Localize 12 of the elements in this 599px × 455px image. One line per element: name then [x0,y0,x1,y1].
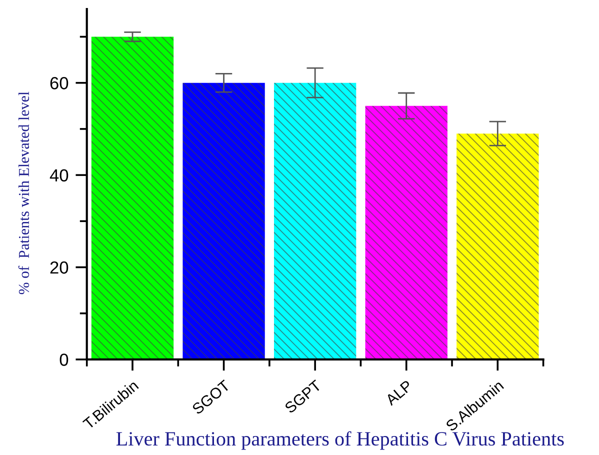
y-tick-label: 0 [60,354,68,366]
y-tick-label: 20 [50,261,68,274]
bar [274,82,356,360]
y-tick-label: 60 [50,77,68,90]
x-axis-title: Liver Function parameters of Hepatitis C Virus Patients [116,431,564,450]
y-tick-label: 40 [50,169,68,182]
bar [456,134,539,360]
y-axis-title: % of Patients with Elevated level [18,92,30,294]
bar [365,106,448,360]
bar [182,82,265,360]
x-tick-label: ALP [384,380,413,406]
bar [91,36,174,360]
